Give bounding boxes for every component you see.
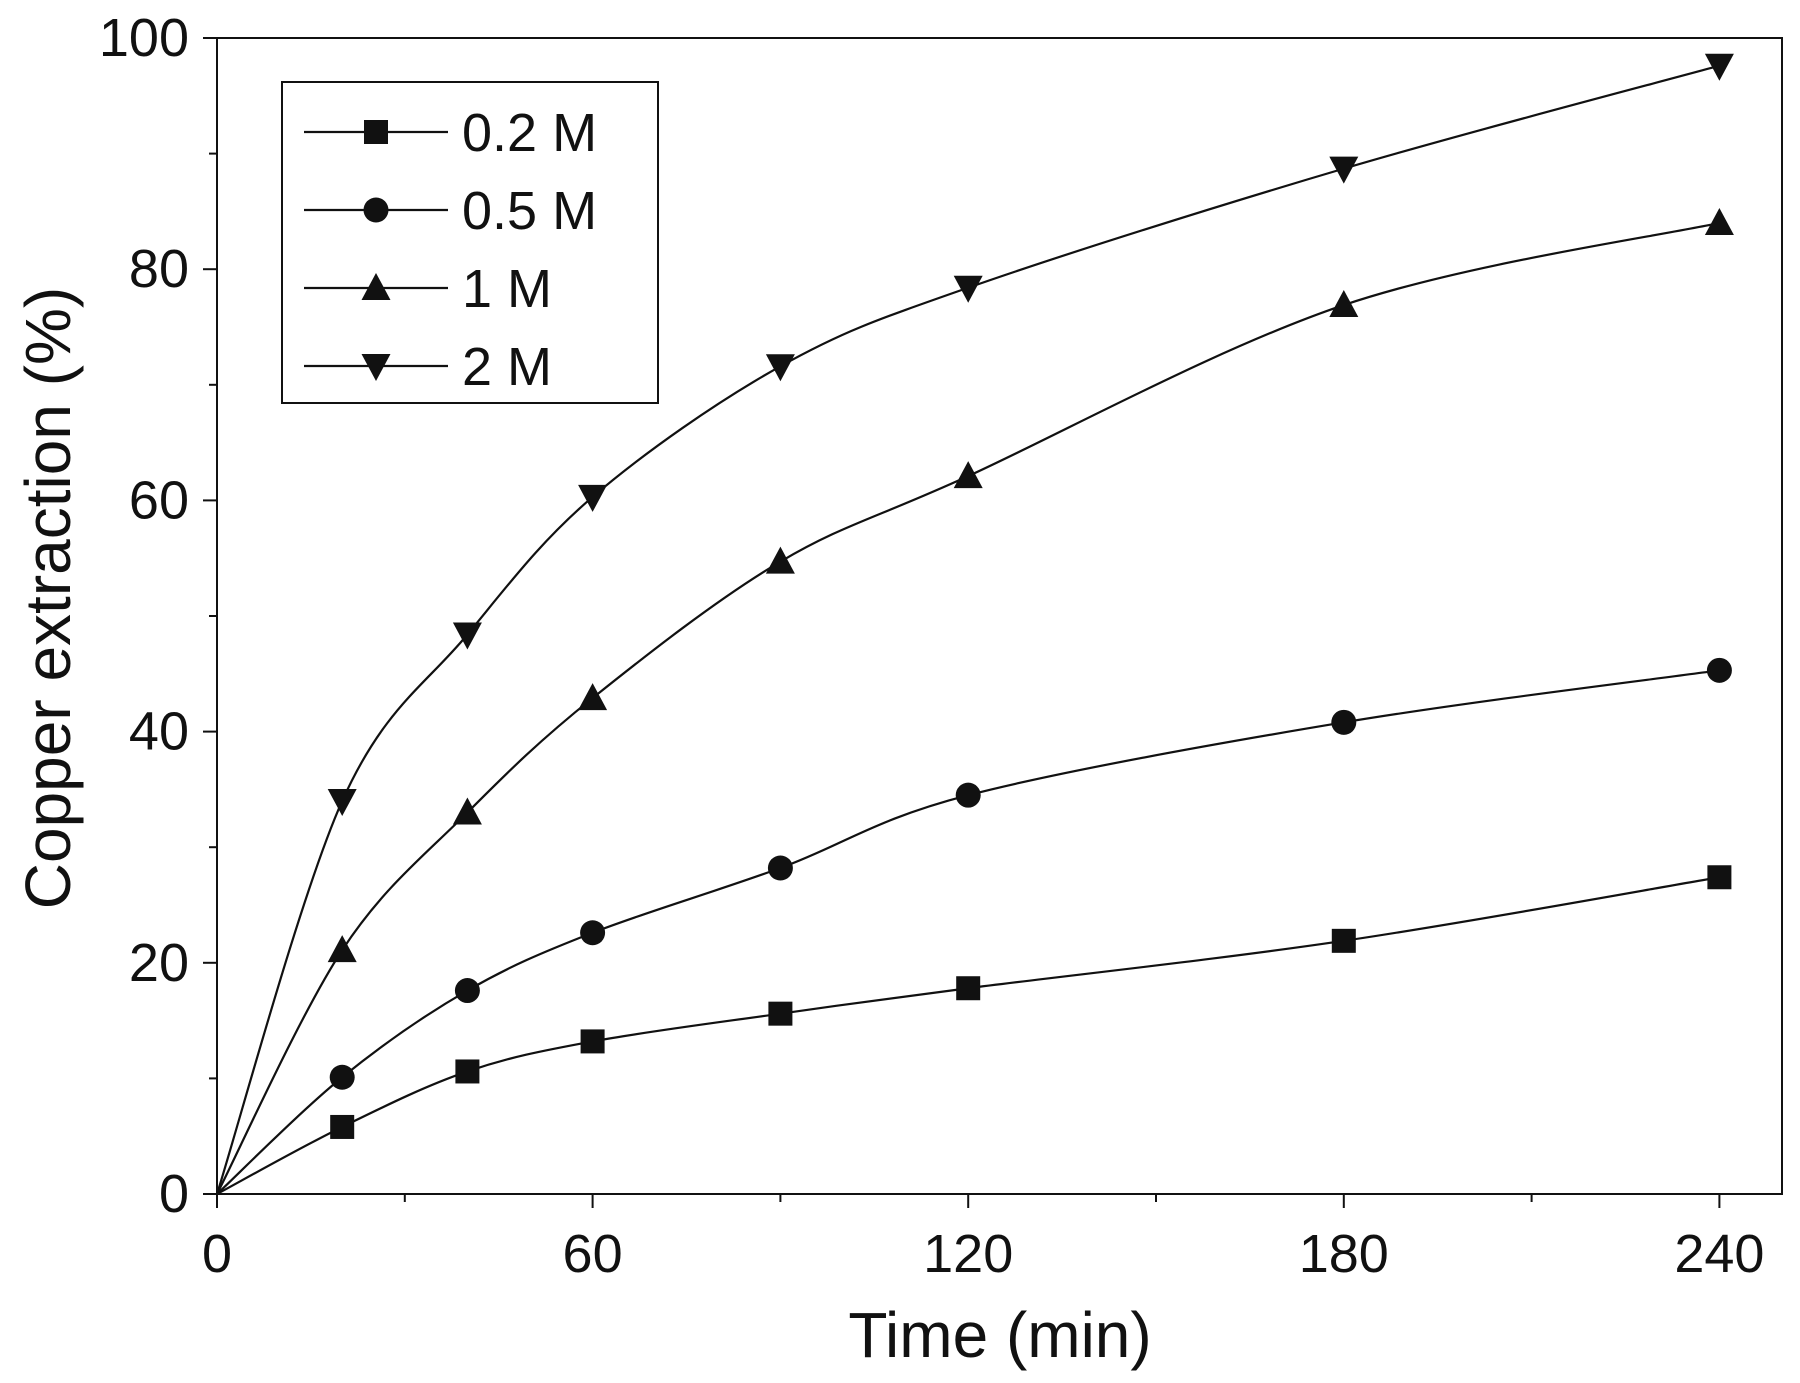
series-line-0-2-m: [215, 876, 1721, 1196]
legend-label: 0.5 M: [462, 181, 597, 241]
y-tick-label: 80: [129, 239, 189, 299]
legend-label: 0.2 M: [462, 103, 597, 163]
data-point-0-5-m: [454, 978, 480, 1004]
data-point-1-m: [953, 461, 983, 489]
data-point-0-2-m: [956, 976, 981, 1001]
data-point-0-5-m: [329, 1064, 355, 1090]
legend-label: 2 M: [462, 337, 552, 397]
data-point-0-2-m: [330, 1114, 355, 1139]
data-point-1-m: [452, 797, 482, 825]
data-point-0-5-m: [1331, 709, 1357, 735]
data-point-0-2-m: [768, 1001, 793, 1026]
y-tick-label: 40: [129, 702, 189, 762]
data-point-2-m: [953, 275, 983, 303]
data-point-1-m: [578, 683, 608, 711]
x-tick-label: 60: [563, 1224, 623, 1284]
x-axis-title: Time (min): [848, 1299, 1151, 1371]
data-point-1-m: [327, 935, 357, 963]
x-tick-label: 0: [202, 1224, 232, 1284]
y-tick-label: 0: [159, 1164, 189, 1224]
data-point-1-m: [1329, 290, 1359, 318]
legend: 0.2 M 0.5 M 1 M 2 M: [281, 81, 659, 404]
data-point-1-m: [765, 546, 795, 574]
series-0-2-m: [215, 865, 1732, 1196]
data-point-0-5-m: [767, 855, 793, 881]
data-point-0-5-m: [955, 782, 981, 808]
series-line-0-5-m: [215, 669, 1721, 1196]
data-point-2-m: [452, 622, 482, 650]
data-point-0-2-m: [1707, 865, 1732, 890]
series-1-m: [215, 207, 1734, 1196]
y-tick-label: 60: [129, 470, 189, 530]
data-point-2-m: [1329, 156, 1359, 184]
data-point-1-m: [1704, 207, 1734, 235]
y-axis-title: Copper extraction (%): [12, 287, 84, 909]
x-tick-label: 180: [1299, 1224, 1389, 1284]
y-tick-label: 100: [99, 8, 189, 68]
legend-marker-0-5-m: [363, 197, 389, 223]
data-point-0-2-m: [580, 1029, 605, 1054]
data-point-0-2-m: [1331, 928, 1356, 953]
legend-label: 1 M: [462, 259, 552, 319]
x-axis: 0 60 120 180 240: [202, 1194, 1764, 1284]
data-point-2-m: [1704, 53, 1734, 81]
data-point-0-5-m: [1706, 657, 1732, 683]
data-point-2-m: [578, 484, 608, 512]
series-0-5-m: [215, 657, 1732, 1196]
x-tick-label: 120: [923, 1224, 1013, 1284]
y-tick-label: 20: [129, 933, 189, 993]
data-point-0-2-m: [455, 1059, 480, 1084]
legend-box: [281, 81, 659, 404]
series-2-m: [215, 53, 1734, 1196]
data-point-2-m: [327, 788, 357, 816]
series-layer: [215, 53, 1734, 1196]
data-point-2-m: [765, 354, 795, 382]
legend-marker-0-2-m: [364, 120, 388, 144]
data-point-0-5-m: [580, 920, 606, 946]
legend-marker-1-m: [361, 273, 391, 300]
y-axis: 0 20 40 60 80 100: [99, 8, 217, 1224]
x-tick-label: 240: [1674, 1224, 1764, 1284]
legend-marker-2-m: [361, 354, 391, 381]
